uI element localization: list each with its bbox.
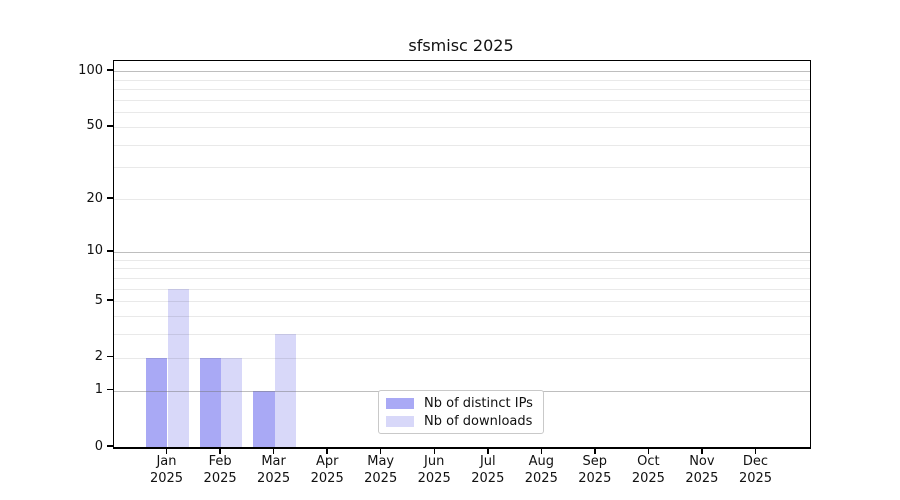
y-gridline-minor-70 [114,99,810,101]
x-tick-label-jul-2025: Jul 2025 [456,453,520,487]
bar-nb-of-distinct-ips-jan-2025 [146,357,168,447]
x-tick-label-line: 2025 [578,471,612,486]
x-tick-label-line: 2025 [417,471,451,486]
x-tick-label-line: Sep [582,454,608,469]
x-tick-label-line: Nov [689,454,715,469]
y-tick-label-100: 100 [78,62,103,78]
x-tick-mark-dec-2025 [754,448,757,454]
x-tick-label-line: Mar [261,454,286,469]
y-gridline-minor-40 [114,144,810,146]
x-tick-mark-may-2025 [379,448,382,454]
x-tick-mark-jan-2025 [165,448,168,454]
y-tick-mark-10 [107,250,113,252]
x-tick-label-line: 2025 [471,471,505,486]
y-gridline-minor-8 [114,268,810,270]
y-gridline-minor-20 [114,199,810,201]
x-tick-label-aug-2025: Aug 2025 [509,453,573,487]
y-tick-mark-20 [107,197,113,199]
x-tick-label-dec-2025: Dec 2025 [724,453,788,487]
x-tick-label-line: 2025 [631,471,665,486]
y-gridline-major-10 [114,251,810,253]
y-tick-mark-100 [107,69,113,71]
bar-nb-of-downloads-jan-2025 [167,288,189,447]
x-tick-label-sep-2025: Sep 2025 [563,453,627,487]
x-tick-label-line: Apr [315,454,339,469]
x-tick-label-line: Oct [637,454,660,469]
bar-nb-of-distinct-ips-mar-2025 [253,390,275,447]
x-tick-label-line: 2025 [149,471,184,486]
x-tick-label-jun-2025: Jun 2025 [402,453,466,487]
x-tick-mark-aug-2025 [540,448,543,454]
y-tick-mark-5 [107,299,113,301]
y-tick-label-10: 10 [86,243,103,259]
bar-nb-of-downloads-mar-2025 [274,334,296,447]
y-gridline-major-100 [114,71,810,73]
x-tick-label-apr-2025: Apr 2025 [295,453,359,487]
y-tick-label-2: 2 [94,349,103,364]
x-tick-label-line: 2025 [685,471,719,486]
x-tick-label-line: 2025 [257,471,291,486]
legend-label-downloads: Nb of downloads [424,413,533,429]
x-tick-label-line: 2025 [364,471,398,486]
y-tick-label-1: 1 [94,382,103,398]
y-gridline-minor-30 [114,167,810,169]
y-gridline-minor-5 [114,301,810,303]
x-tick-label-line: Jan [156,454,177,469]
x-tick-mark-jul-2025 [487,448,489,454]
x-tick-label-line: 2025 [203,471,237,486]
y-gridline-minor-80 [114,89,810,91]
y-gridline-minor-2 [114,357,810,359]
x-tick-mark-nov-2025 [701,448,703,454]
x-tick-label-may-2025: May 2025 [349,453,413,487]
bar-nb-of-downloads-feb-2025 [221,357,243,447]
x-tick-label-line: 2025 [738,471,773,486]
x-tick-label-oct-2025: Oct 2025 [616,453,680,487]
x-tick-label-jan-2025: Jan 2025 [135,453,199,487]
legend-item-downloads: Nb of downloads [386,414,543,429]
legend-label-distinct-ips: Nb of distinct IPs [424,395,533,411]
x-tick-mark-apr-2025 [326,448,328,454]
legend-item-distinct-ips: Nb of distinct IPs [386,396,543,411]
x-tick-mark-feb-2025 [219,448,221,454]
legend-swatch-downloads [386,415,414,427]
legend: Nb of distinct IPs Nb of downloads [378,390,544,434]
x-tick-label-mar-2025: Mar 2025 [242,453,306,487]
y-gridline-minor-7 [114,277,810,279]
y-gridline-minor-60 [114,112,810,114]
y-tick-label-0: 0 [94,438,103,454]
x-tick-mark-sep-2025 [594,448,596,454]
y-gridline-minor-4 [114,315,810,317]
x-tick-mark-jun-2025 [433,448,435,454]
y-tick-label-50: 50 [86,118,103,134]
y-tick-mark-2 [107,355,113,358]
y-tick-mark-0 [107,445,113,447]
y-gridline-minor-6 [114,288,810,290]
bar-nb-of-distinct-ips-feb-2025 [199,357,222,447]
x-tick-label-line: Dec [742,454,769,469]
chart-title: sfsmisc 2025 [408,36,514,55]
x-tick-mark-oct-2025 [647,448,650,454]
x-tick-label-line: May [367,454,395,469]
plot-area [113,60,811,449]
x-tick-label-line: Aug [528,454,554,469]
x-tick-label-feb-2025: Feb 2025 [188,453,252,487]
y-gridline-minor-90 [114,79,810,81]
x-tick-mark-mar-2025 [272,448,275,454]
y-tick-label-20: 20 [86,190,103,206]
y-gridline-minor-50 [114,126,810,128]
y-tick-mark-50 [107,125,113,127]
x-tick-label-nov-2025: Nov 2025 [670,453,734,487]
y-gridline-minor-3 [114,334,810,336]
y-gridline-minor-9 [114,259,810,261]
x-tick-label-line: 2025 [524,471,558,486]
y-tick-mark-1 [107,388,113,391]
x-tick-label-line: Jul [479,454,496,469]
x-tick-label-line: 2025 [310,471,344,486]
legend-swatch-distinct-ips [386,397,414,409]
y-tick-label-5: 5 [94,292,103,308]
x-tick-label-line: Feb [208,454,232,469]
x-tick-label-line: Jun [424,454,445,469]
